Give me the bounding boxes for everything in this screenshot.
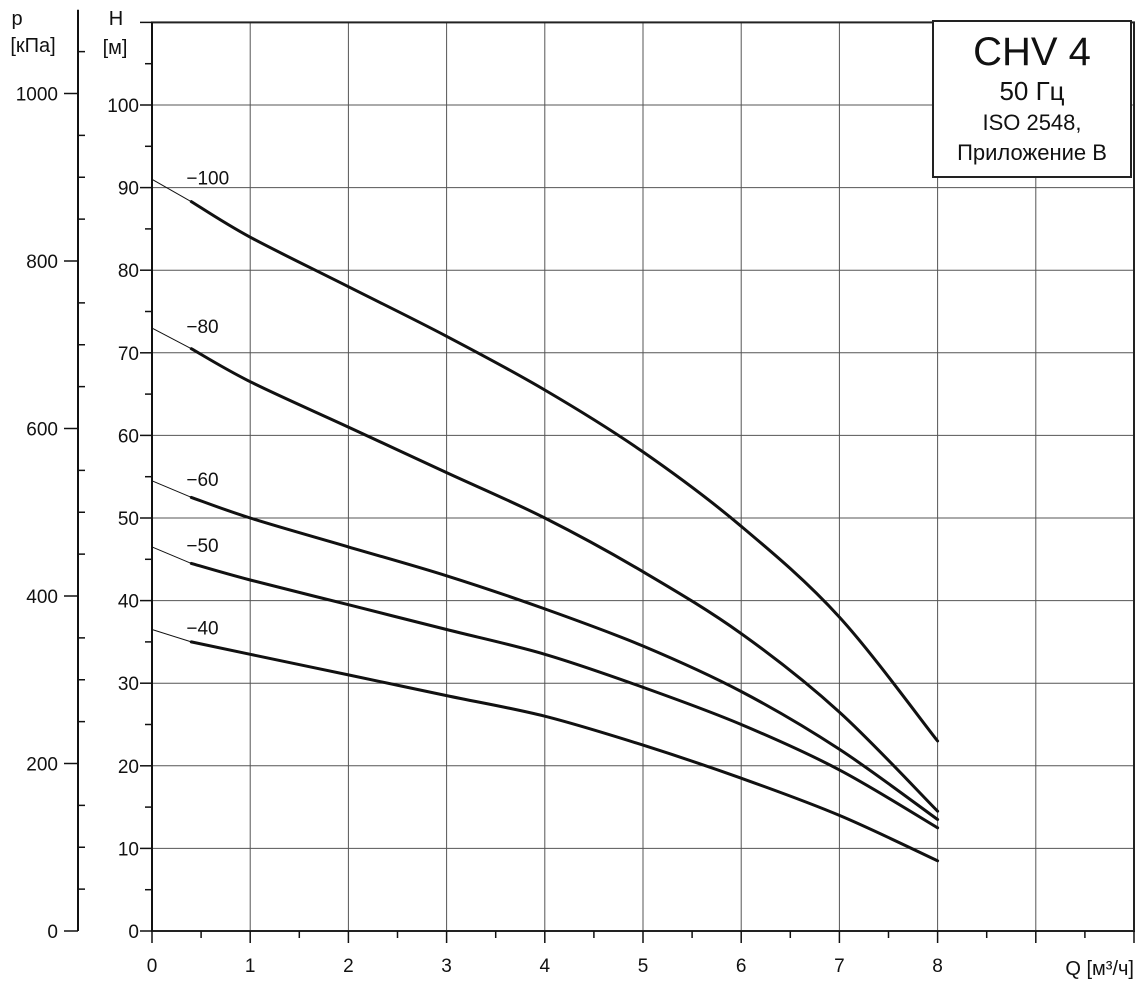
head-tick-label: 50 (118, 509, 139, 530)
x-tick-label: 4 (540, 956, 551, 977)
head-tick-label: 30 (118, 674, 139, 695)
curve-label: −60 (186, 470, 218, 491)
tick-labels: 0102030405060708090100020040060080010000… (16, 85, 943, 978)
x-tick-label: 1 (245, 956, 256, 977)
chart-title: CHV 4 (973, 30, 1091, 74)
head-tick-label: 90 (118, 179, 139, 200)
curve-start-segment (151, 480, 192, 498)
curve-label: −100 (186, 168, 229, 189)
x-tick-label: 5 (638, 956, 649, 977)
pump-curve (189, 640, 940, 863)
pressure-tick-label: 600 (26, 420, 58, 441)
pressure-tick-label: 1000 (16, 85, 58, 106)
curve-label: −40 (186, 619, 218, 640)
head-tick-label: 80 (118, 261, 139, 282)
x-tick-label: 3 (441, 956, 452, 977)
head-tick-label: 10 (118, 839, 139, 860)
pump-curve (189, 561, 940, 830)
grid (151, 21, 1135, 932)
curve-label: −80 (186, 317, 218, 338)
curve-start-segment (151, 629, 192, 643)
standard-label: ISO 2548, (982, 110, 1082, 135)
curve-start-segment (151, 178, 192, 203)
x-tick-label: 0 (147, 956, 158, 977)
pressure-axis-symbol: p (11, 8, 22, 30)
pump-curve (189, 200, 940, 743)
x-tick-label: 7 (834, 956, 845, 977)
x-tick-label: 2 (343, 956, 354, 977)
head-axis-symbol: H (109, 8, 123, 30)
head-tick-label: 100 (107, 96, 139, 117)
curve-start-segment (151, 546, 192, 564)
pressure-tick-label: 800 (26, 252, 58, 273)
head-tick-label: 60 (118, 426, 139, 447)
x-tick-label: 6 (736, 956, 747, 977)
pressure-tick-label: 200 (26, 755, 58, 776)
head-tick-label: 70 (118, 344, 139, 365)
pressure-tick-label: 0 (47, 922, 58, 943)
pressure-tick-label: 400 (26, 587, 58, 608)
x-tick-label: 8 (932, 956, 943, 977)
head-tick-label: 0 (128, 922, 139, 943)
pump-curve (189, 347, 940, 813)
head-tick-label: 40 (118, 592, 139, 613)
pump-curve (189, 495, 940, 821)
head-tick-label: 20 (118, 757, 139, 778)
head-axis-unit: [м] (103, 37, 128, 59)
curve-labels: −100 −80 −60 −50 −40 (186, 168, 229, 639)
pump-curves (151, 178, 940, 863)
chart-info-box: CHV 4 50 Гц ISO 2548, Приложение B (932, 20, 1132, 178)
curve-start-segment (151, 327, 192, 350)
pressure-axis-unit: [кПа] (10, 35, 55, 57)
axes (64, 9, 1135, 943)
x-axis-label: Q [м³/ч] (1065, 958, 1134, 980)
appendix-label: Приложение B (957, 140, 1107, 165)
frequency-label: 50 Гц (999, 76, 1065, 106)
curve-label: −50 (186, 536, 218, 557)
